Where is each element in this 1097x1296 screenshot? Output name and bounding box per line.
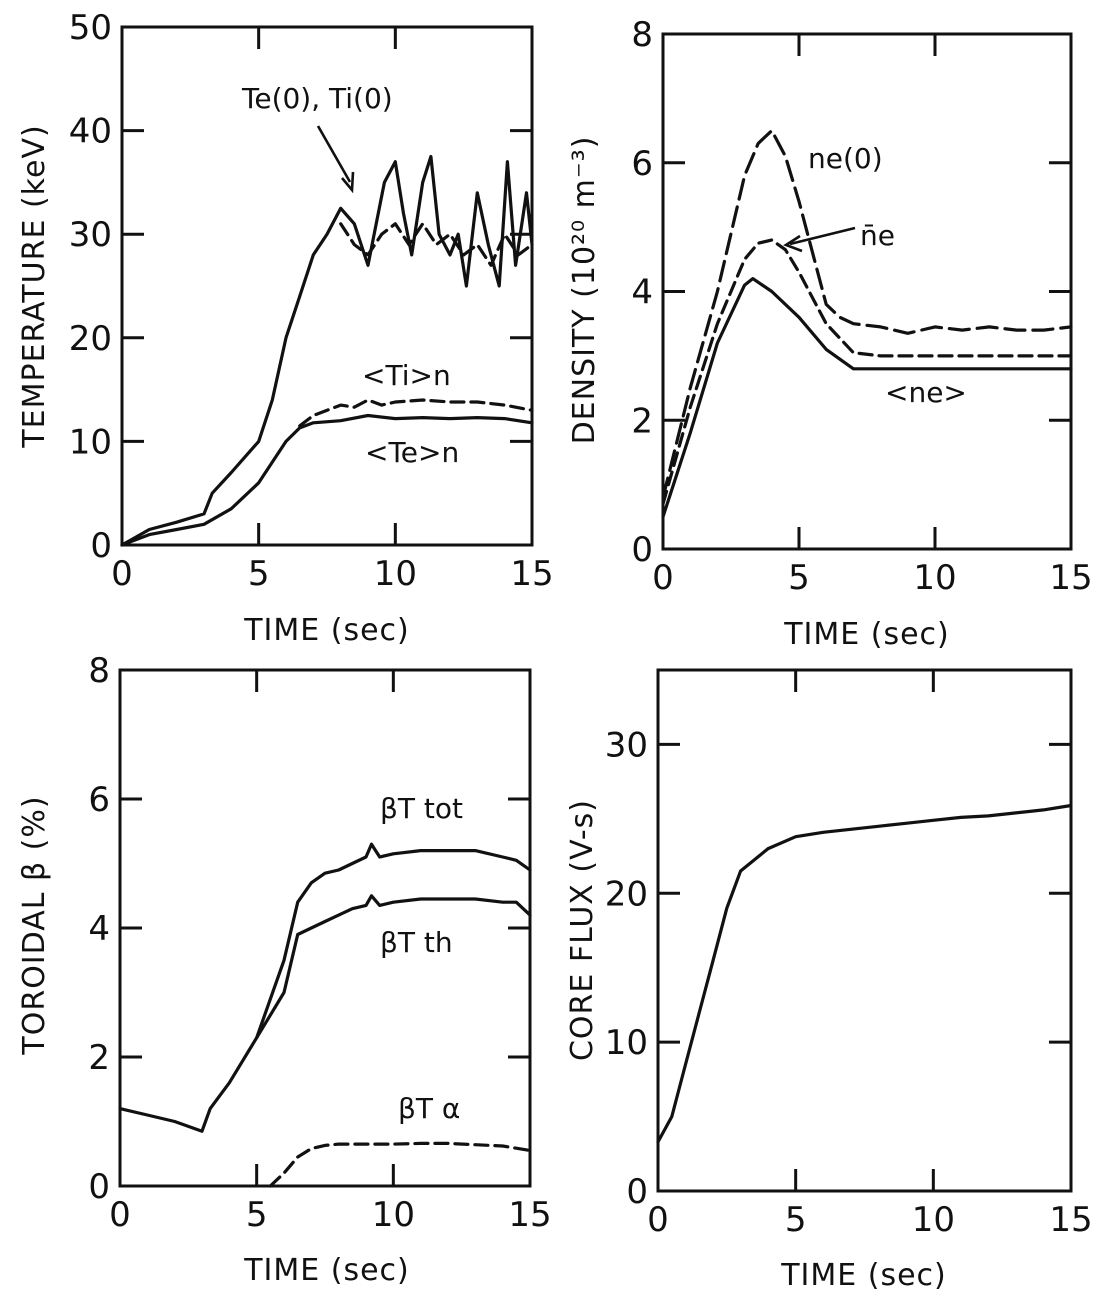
beta-tot-series-label: βT tot — [380, 792, 463, 825]
toroidal-beta-chart: 0 5 10 15 0 2 4 6 8 TIME (sec) TOROIDAL β (%) βT… — [17, 651, 552, 1288]
x-tick-label: 10 — [913, 558, 956, 598]
x-tick-label: 5 — [246, 1195, 268, 1235]
ne-avg-series-label: <ne> — [885, 376, 967, 409]
x-tick-label: 5 — [785, 1200, 807, 1240]
nebar-arrow — [789, 226, 856, 246]
density-y-axis-label: DENSITY (10²⁰ m⁻³) — [567, 136, 602, 445]
series-line-0 — [656, 803, 1073, 1144]
series-line-3 — [120, 413, 534, 547]
series-line-2 — [298, 398, 534, 428]
nebar-series-label: n̄e — [860, 219, 895, 252]
y-tick-label: 40 — [69, 112, 112, 152]
y-tick-label: 4 — [631, 273, 653, 313]
y-tick-label: 6 — [88, 780, 110, 820]
x-tick-label: 10 — [374, 554, 417, 594]
x-tick-label: 15 — [510, 554, 553, 594]
y-tick-label: 0 — [90, 526, 112, 566]
y-tick-label: 20 — [69, 319, 112, 359]
core-flux-chart: 0 5 10 15 0 10 20 30 TIME (sec) CORE FLUX (V-s) — [565, 668, 1093, 1293]
y-tick-label: 0 — [631, 530, 653, 570]
density-frame — [661, 32, 1073, 551]
te0-ti0-arrowhead — [341, 171, 355, 194]
series-line-0 — [118, 842, 532, 1133]
series-line-0 — [120, 154, 534, 547]
temperature-marks: 0 5 10 15 0 10 20 30 40 50 — [69, 8, 554, 594]
te0-ti0-arrow — [316, 125, 352, 183]
series-line-1 — [255, 894, 532, 1040]
x-tick-label: 0 — [647, 1200, 669, 1240]
temperature-chart: 0 5 10 15 0 10 20 30 40 50 TIME (sec) TEMPERATURE… — [17, 8, 554, 648]
density-chart: 0 5 10 15 0 2 4 6 8 TIME (sec) DENSITY (10²⁰ m⁻³… — [567, 15, 1093, 652]
series-line-1 — [661, 238, 1073, 506]
beta-th-series-label: βT th — [380, 926, 453, 959]
y-tick-label: 8 — [88, 651, 110, 691]
ne0-series-label: ne(0) — [808, 142, 883, 175]
core-flux-y-axis-label: CORE FLUX (V-s) — [565, 799, 600, 1061]
series-line-2 — [661, 277, 1073, 519]
x-tick-label: 15 — [1049, 1200, 1092, 1240]
toroidal-beta-y-axis-label: TOROIDAL β (%) — [17, 795, 52, 1055]
y-tick-label: 0 — [88, 1167, 110, 1207]
toroidal-beta-x-axis-label: TIME (sec) — [243, 1253, 410, 1288]
x-tick-label: 5 — [788, 558, 810, 598]
y-tick-label: 0 — [626, 1172, 648, 1212]
toroidal-beta-frame — [118, 668, 532, 1188]
te0-ti0-series-label: Te(0), Ti(0) — [241, 82, 393, 115]
x-tick-label: 10 — [912, 1200, 955, 1240]
series-line-1 — [339, 222, 534, 267]
y-tick-label: 50 — [69, 8, 112, 48]
y-tick-label: 30 — [605, 725, 648, 765]
toroidal-beta-marks: 0 5 10 15 0 2 4 6 8 — [88, 651, 551, 1235]
x-tick-label: 0 — [652, 558, 674, 598]
x-tick-label: 15 — [1049, 558, 1092, 598]
series-line-2 — [268, 1141, 532, 1188]
x-tick-label: 5 — [248, 554, 270, 594]
te-avg-series-label: <Te>n — [365, 436, 459, 469]
temperature-frame — [120, 25, 534, 547]
y-tick-label: 2 — [631, 401, 653, 441]
y-tick-label: 6 — [631, 144, 653, 184]
density-x-axis-label: TIME (sec) — [783, 617, 950, 652]
y-tick-label: 10 — [605, 1023, 648, 1063]
beta-alpha-series-label: βT α — [398, 1092, 460, 1125]
x-tick-label: 0 — [109, 1195, 131, 1235]
nebar-arrowhead — [783, 234, 803, 253]
temperature-y-axis-label: TEMPERATURE (keV) — [17, 124, 52, 448]
y-tick-label: 30 — [69, 215, 112, 255]
y-tick-label: 4 — [88, 909, 110, 949]
series-line-0 — [661, 129, 1073, 500]
x-tick-label: 0 — [111, 554, 133, 594]
x-tick-label: 15 — [508, 1195, 551, 1235]
x-tick-label: 10 — [372, 1195, 415, 1235]
core-flux-frame — [656, 668, 1073, 1193]
density-marks: 0 5 10 15 0 2 4 6 8 — [631, 15, 1092, 598]
ti-avg-series-label: <Ti>n — [362, 359, 451, 392]
y-tick-label: 20 — [605, 874, 648, 914]
core-flux-x-axis-label: TIME (sec) — [780, 1258, 947, 1293]
core-flux-marks: 0 5 10 15 0 10 20 30 — [605, 670, 1093, 1240]
temperature-x-axis-label: TIME (sec) — [243, 613, 410, 648]
y-tick-label: 10 — [69, 422, 112, 462]
y-tick-label: 8 — [631, 15, 653, 55]
y-tick-label: 2 — [88, 1038, 110, 1078]
